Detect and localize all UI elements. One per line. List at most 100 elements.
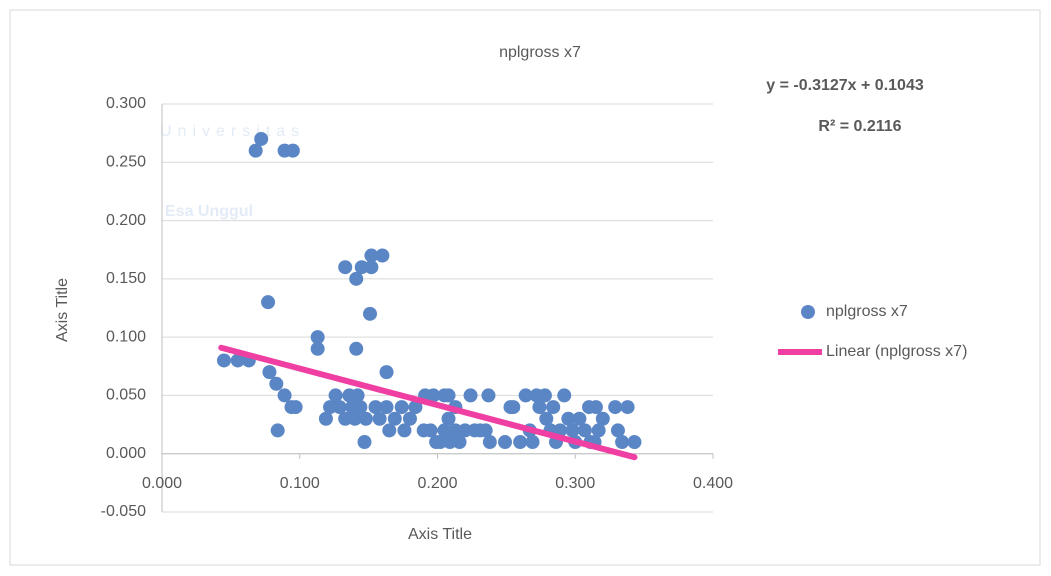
point — [230, 353, 245, 368]
x-axis-title: Axis Title — [408, 526, 472, 543]
point — [539, 411, 554, 426]
point — [262, 365, 277, 380]
point — [285, 143, 300, 158]
point — [608, 400, 623, 415]
x-tick-label: 0.400 — [693, 475, 733, 492]
point — [332, 400, 347, 415]
point — [347, 411, 362, 426]
point — [358, 411, 373, 426]
point — [518, 388, 533, 403]
x-tick-label: 0.100 — [280, 475, 320, 492]
point — [577, 423, 592, 438]
point — [372, 411, 387, 426]
x-tick-label: 0.000 — [142, 475, 182, 492]
point — [433, 435, 448, 450]
chart-border — [9, 9, 1041, 566]
point — [379, 400, 394, 415]
point — [610, 423, 625, 438]
point — [248, 143, 263, 158]
point — [353, 400, 368, 415]
point — [620, 400, 635, 415]
point — [478, 423, 493, 438]
point — [357, 435, 372, 450]
point — [318, 411, 333, 426]
point — [595, 411, 610, 426]
point — [216, 353, 231, 368]
point — [338, 411, 353, 426]
point — [572, 411, 587, 426]
point — [379, 365, 394, 380]
point — [557, 388, 572, 403]
point — [375, 248, 390, 263]
point — [448, 423, 463, 438]
point — [506, 400, 521, 415]
point — [442, 435, 457, 450]
equation: y = -0.3127x + 0.1043 — [766, 77, 924, 94]
point — [561, 411, 576, 426]
watermark: Universitas — [160, 123, 305, 140]
point — [591, 423, 606, 438]
point — [269, 376, 284, 391]
y-tick-label: 0.000 — [106, 445, 146, 462]
chart-title: nplgross x7 — [499, 44, 581, 61]
y-tick-label: 0.150 — [106, 270, 146, 287]
point — [349, 341, 364, 356]
point — [537, 388, 552, 403]
point — [408, 400, 423, 415]
y-tick-label: 0.100 — [106, 328, 146, 345]
point — [513, 435, 528, 450]
point — [363, 306, 378, 321]
point — [364, 248, 379, 263]
watermark: Esa Unggul — [165, 203, 253, 220]
legend-label: Linear (nplgross x7) — [826, 343, 967, 360]
point — [350, 388, 365, 403]
point — [441, 388, 456, 403]
point — [482, 435, 497, 450]
point — [288, 400, 303, 415]
point — [254, 131, 269, 146]
legend-label: nplgross x7 — [826, 303, 908, 320]
point — [525, 435, 540, 450]
point — [349, 271, 364, 286]
point — [328, 388, 343, 403]
y-tick-label: -0.050 — [101, 503, 146, 520]
point — [394, 400, 409, 415]
point — [463, 388, 478, 403]
point — [615, 435, 630, 450]
point — [310, 341, 325, 356]
point — [277, 388, 292, 403]
y-tick-label: 0.300 — [106, 95, 146, 112]
point — [270, 423, 285, 438]
point — [402, 411, 417, 426]
x-tick-label: 0.300 — [555, 475, 595, 492]
point — [532, 400, 547, 415]
point — [588, 400, 603, 415]
y-tick-label: 0.250 — [106, 154, 146, 171]
point — [497, 435, 512, 450]
point — [627, 435, 642, 450]
point — [364, 260, 379, 275]
point — [310, 330, 325, 345]
y-tick-label: 0.050 — [106, 387, 146, 404]
point — [481, 388, 496, 403]
point — [546, 400, 561, 415]
trendline — [218, 344, 638, 461]
point — [261, 295, 276, 310]
point — [368, 400, 383, 415]
point — [354, 260, 369, 275]
point — [382, 423, 397, 438]
point — [441, 411, 456, 426]
point — [323, 400, 338, 415]
point — [458, 423, 473, 438]
point — [565, 423, 580, 438]
y-axis-title: Axis Title — [54, 278, 71, 342]
x-tick-label: 0.200 — [417, 475, 457, 492]
point — [423, 423, 438, 438]
legend-marker — [801, 305, 815, 319]
r-squared: R² = 0.2116 — [818, 118, 901, 135]
point — [426, 388, 441, 403]
point — [437, 423, 452, 438]
point — [387, 411, 402, 426]
